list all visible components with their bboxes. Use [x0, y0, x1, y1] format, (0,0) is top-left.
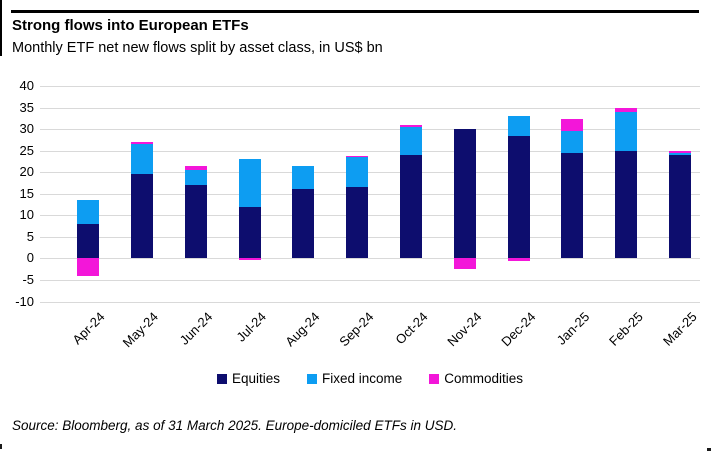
bar-segment-fixed-income-may-24 — [130, 144, 153, 175]
legend-swatch-icon — [429, 373, 440, 384]
bar-segment-fixed-income-jul-24 — [238, 159, 261, 207]
gridline-y20 — [40, 172, 700, 174]
bar-segment-equities-sep-24 — [346, 187, 369, 259]
gridline-y-5 — [40, 279, 700, 281]
gridline-y-10 — [40, 301, 700, 303]
chart-legend: Equities Fixed income Commodities — [40, 371, 700, 386]
bar-segment-commodities-sep-24 — [346, 155, 369, 158]
gridline-y0 — [40, 258, 700, 260]
legend-swatch-icon — [216, 373, 227, 384]
bar-segment-equities-jun-24 — [184, 185, 207, 259]
x-axis-tick-label: Aug-24 — [282, 309, 323, 350]
y-axis-tick-label: -10 — [15, 293, 34, 309]
gridline-y30 — [40, 129, 700, 131]
bar-segment-commodities-jul-24 — [238, 258, 261, 260]
bar-segment-equities-dec-24 — [507, 135, 530, 259]
bar-segment-commodities-jun-24 — [184, 165, 207, 170]
bar-segment-commodities-dec-24 — [507, 258, 530, 261]
x-axis-tick-label: May-24 — [120, 309, 162, 351]
x-axis-tick-label: Sep-24 — [336, 309, 377, 350]
bar-segment-commodities-feb-25 — [615, 107, 638, 112]
bar-segment-fixed-income-apr-24 — [77, 200, 99, 224]
legend-item-commodities: Commodities — [429, 371, 523, 386]
bar-segment-commodities-jan-25 — [561, 119, 584, 132]
x-axis-tick-label: Jan-25 — [553, 309, 592, 348]
bar-segment-commodities-nov-24 — [453, 258, 476, 270]
y-axis-tick-label: 30 — [19, 121, 34, 137]
gridline-y5 — [40, 236, 700, 238]
y-axis-tick-label: 35 — [19, 99, 34, 115]
bar-segment-fixed-income-oct-24 — [399, 126, 422, 155]
bar-segment-equities-aug-24 — [292, 189, 315, 259]
x-axis-tick-label: Jul-24 — [233, 309, 270, 345]
bottom-right-border-fragment — [707, 448, 711, 451]
bar-segment-fixed-income-feb-25 — [615, 111, 638, 151]
x-axis-tick-label: Dec-24 — [497, 309, 539, 350]
legend-label: Commodities — [444, 371, 524, 386]
bar-segment-equities-mar-25 — [669, 155, 691, 259]
bar-segment-commodities-oct-24 — [399, 124, 422, 127]
y-axis-tick-label: -5 — [22, 271, 34, 287]
bar-segment-fixed-income-jan-25 — [561, 131, 584, 153]
bar-segment-equities-oct-24 — [399, 155, 422, 259]
x-axis-tick-label: Jun-24 — [176, 309, 216, 348]
source-note: Source: Bloomberg, as of 31 March 2025. … — [12, 418, 457, 433]
top-rule — [11, 10, 699, 13]
legend-swatch-icon — [306, 373, 317, 384]
bar-segment-commodities-apr-24 — [77, 258, 99, 276]
legend-label: Equities — [231, 371, 280, 386]
x-axis-tick-label: Oct-24 — [392, 309, 431, 348]
bar-segment-equities-nov-24 — [453, 129, 476, 259]
bar-segment-fixed-income-sep-24 — [346, 157, 369, 188]
y-axis-tick-label: 0 — [26, 250, 34, 266]
y-axis-tick-label: 20 — [19, 164, 34, 180]
y-axis-tick-label: 40 — [19, 78, 34, 93]
bar-segment-equities-jul-24 — [238, 206, 261, 259]
bar-segment-equities-may-24 — [130, 174, 153, 259]
bar-segment-fixed-income-aug-24 — [292, 165, 315, 190]
x-axis-tick-label: Nov-24 — [444, 309, 485, 350]
gridline-y10 — [40, 215, 700, 217]
y-axis-tick-label: 10 — [19, 207, 34, 223]
bar-segment-commodities-mar-25 — [669, 150, 691, 153]
gridline-y25 — [40, 150, 700, 152]
bar-segment-fixed-income-dec-24 — [507, 116, 530, 136]
y-axis-tick-label: 15 — [19, 185, 34, 201]
bar-segment-fixed-income-jun-24 — [184, 170, 207, 186]
bar-segment-equities-jan-25 — [561, 152, 584, 259]
y-axis-tick-label: 25 — [19, 142, 34, 158]
chart-subtitle: Monthly ETF net new flows split by asset… — [12, 40, 383, 56]
bottom-left-border-fragment — [0, 444, 2, 449]
chart-title: Strong flows into European ETFs — [12, 17, 249, 34]
gridline-y35 — [40, 107, 700, 109]
bar-segment-equities-apr-24 — [77, 223, 99, 259]
bar-segment-commodities-may-24 — [130, 142, 153, 145]
legend-item-equities: Equities — [216, 371, 280, 386]
gridline-y15 — [40, 193, 700, 195]
bar-segment-equities-feb-25 — [615, 150, 638, 259]
legend-item-fixed-income: Fixed income — [306, 371, 403, 386]
left-border-fragment — [0, 0, 2, 56]
gridline-y40 — [40, 86, 700, 87]
x-axis-tick-label: Apr-24 — [69, 309, 108, 348]
x-axis-tick-label: Mar-25 — [659, 309, 700, 349]
x-axis-tick-label: Feb-25 — [606, 309, 646, 349]
legend-label: Fixed income — [321, 371, 403, 386]
y-axis-tick-label: 5 — [26, 228, 34, 244]
bar-segment-fixed-income-mar-25 — [669, 152, 691, 155]
